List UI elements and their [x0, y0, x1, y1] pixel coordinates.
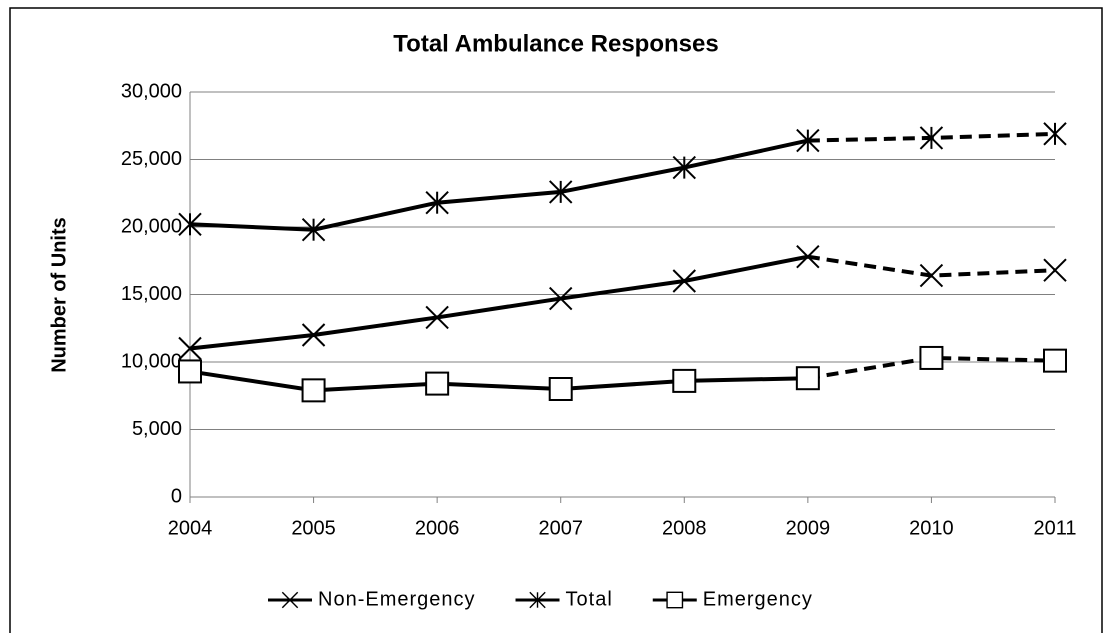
marker-square [919, 345, 944, 370]
marker-square [548, 377, 573, 401]
point-marker [796, 244, 820, 269]
point-marker [672, 368, 697, 393]
series-line [189, 369, 808, 393]
point-marker [178, 359, 202, 384]
marker-square [425, 371, 450, 396]
marker-square [178, 359, 202, 384]
point-marker [425, 190, 449, 215]
point-marker [281, 591, 299, 609]
x-tick-label: 2005 [291, 517, 336, 539]
marker-x [178, 336, 202, 361]
x-tick-label: 2010 [909, 517, 954, 539]
point-marker [1043, 348, 1067, 373]
marker-x [425, 305, 449, 330]
point-marker [919, 345, 944, 370]
marker-x [301, 323, 326, 347]
y-tick-label: 10,000 [121, 350, 182, 372]
point-marker [301, 378, 326, 403]
x-tick-label: 2004 [168, 517, 213, 539]
x-tick-label: 2011 [1033, 517, 1076, 539]
point-marker [425, 305, 449, 330]
point-marker [919, 263, 944, 288]
point-marker [796, 128, 820, 153]
marker-x [796, 244, 820, 269]
chart-title: Total Ambulance Responses [393, 30, 718, 57]
marker-square [666, 591, 684, 609]
legend-label: Total [566, 588, 613, 610]
point-marker [919, 126, 944, 150]
marker-x [281, 591, 299, 609]
point-marker [795, 366, 820, 391]
marker-x [549, 286, 573, 311]
x-tick-label: 2009 [786, 517, 831, 539]
x-tick-label: 2006 [415, 517, 460, 539]
point-marker [672, 269, 696, 293]
marker-x [919, 263, 944, 288]
y-tick-label: 15,000 [121, 283, 182, 305]
point-marker [666, 591, 684, 609]
series-line [189, 138, 809, 232]
legend-label: Emergency [703, 588, 813, 610]
y-axis-label: Number of Units [48, 217, 70, 373]
point-marker [549, 180, 573, 204]
marker-square [795, 366, 820, 391]
x-tick-label: 2008 [662, 517, 707, 539]
point-marker [1043, 122, 1067, 146]
marker-square [672, 368, 697, 393]
marker-square [1043, 348, 1067, 373]
x-tick-label: 2007 [538, 517, 583, 539]
point-marker [672, 155, 696, 180]
legend-label: Non-Emergency [318, 588, 476, 610]
marker-x [672, 269, 696, 293]
point-marker [548, 377, 573, 401]
marker-square [301, 378, 326, 403]
y-tick-label: 30,000 [121, 80, 182, 102]
point-marker [178, 212, 202, 237]
point-marker [1043, 258, 1067, 282]
point-marker [301, 217, 326, 242]
point-marker [425, 371, 450, 396]
point-marker [549, 286, 573, 311]
point-marker [529, 591, 546, 609]
y-tick-label: 20,000 [121, 215, 182, 237]
marker-x [1043, 258, 1067, 282]
y-tick-label: 0 [171, 485, 182, 507]
chart-frame [9, 7, 1103, 638]
series-line [189, 254, 809, 351]
y-tick-label: 5,000 [132, 418, 182, 440]
y-tick-label: 25,000 [121, 148, 182, 170]
point-marker [301, 323, 326, 347]
point-marker [178, 336, 202, 361]
